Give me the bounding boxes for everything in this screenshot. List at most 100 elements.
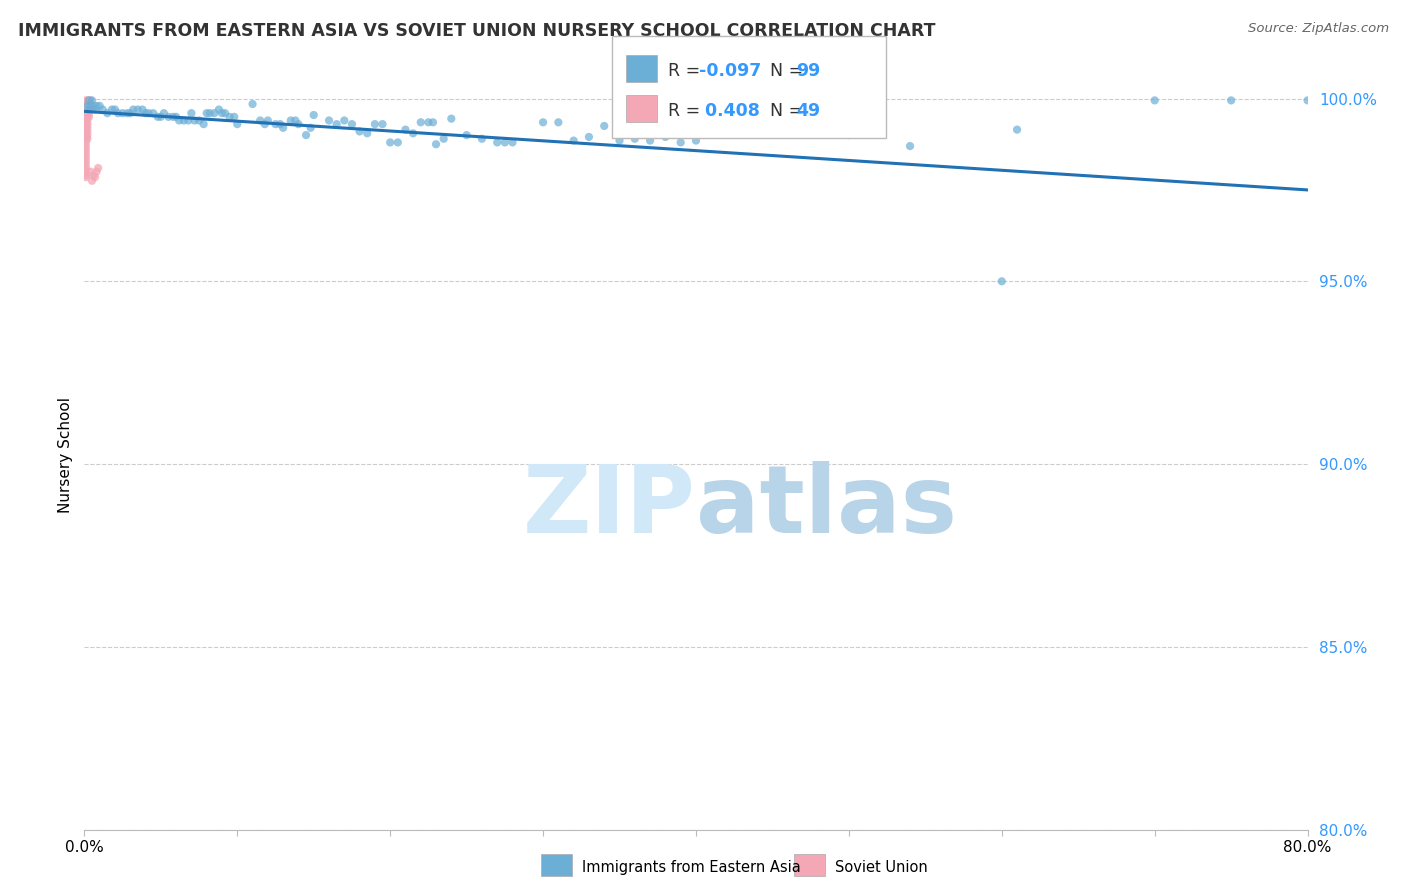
Point [609,134,631,148]
Point [84,103,107,117]
Point [104,103,127,117]
Point [333,113,356,128]
Point [75,124,97,138]
Point [96,106,118,120]
Point [86,164,108,178]
Point [79,94,101,108]
Point [76,117,98,131]
Point [75,120,97,135]
Point [1220,94,1243,108]
Point [349,124,371,138]
Point [75,106,97,120]
Point [249,113,271,128]
Point [364,117,387,131]
Point [75,103,97,117]
Point [287,117,309,131]
Point [440,112,463,126]
Point [122,103,145,117]
Text: ZIP: ZIP [523,461,696,553]
Point [165,110,187,124]
Point [422,115,444,129]
Point [75,139,97,153]
Point [111,106,134,120]
Point [1296,94,1319,108]
Point [120,106,142,120]
Point [685,134,707,148]
Point [75,150,97,164]
Point [75,97,97,112]
Point [371,117,394,131]
Point [76,113,98,128]
Point [211,106,233,120]
Point [486,136,509,150]
Point [83,169,105,183]
Point [226,117,249,131]
Point [242,97,264,112]
Point [80,103,103,117]
Point [776,115,799,129]
Point [76,95,98,110]
Point [494,136,516,150]
Point [79,99,101,113]
Point [547,115,569,129]
Point [76,99,98,113]
Point [433,132,456,146]
Point [76,94,98,108]
Point [75,136,97,150]
Point [264,117,287,131]
Text: 99: 99 [796,62,820,80]
Point [198,106,221,120]
Point [318,113,340,128]
Point [89,99,111,113]
Point [654,130,676,145]
Point [76,106,98,120]
Point [1005,122,1028,136]
Point [394,122,416,136]
Point [75,117,97,131]
Point [280,113,302,128]
Point [898,139,921,153]
Point [75,110,97,124]
Point [271,120,294,135]
Text: N =: N = [759,103,808,120]
Point [127,103,149,117]
Point [167,113,190,128]
Point [295,128,318,142]
Point [80,174,103,188]
Point [418,115,440,129]
Point [77,94,100,108]
Point [76,128,98,142]
Point [578,130,600,145]
Point [838,128,860,142]
Point [91,103,114,117]
Point [177,113,200,128]
Point [75,153,97,168]
Point [214,106,236,120]
Point [75,170,97,185]
Point [669,136,692,150]
Text: Immigrants from Eastern Asia: Immigrants from Eastern Asia [582,860,801,874]
Point [131,103,153,117]
Point [157,110,180,124]
Point [202,106,225,120]
Point [76,99,98,113]
Text: Soviet Union: Soviet Union [835,860,928,874]
Point [75,146,97,161]
Text: atlas: atlas [696,461,957,553]
Point [77,110,100,124]
Text: R =: R = [668,62,706,80]
Point [299,120,322,135]
Point [76,124,98,138]
Point [302,108,325,122]
Point [79,164,101,178]
Text: IMMIGRANTS FROM EASTERN ASIA VS SOVIET UNION NURSERY SCHOOL CORRELATION CHART: IMMIGRANTS FROM EASTERN ASIA VS SOVIET U… [18,22,936,40]
Point [138,106,160,120]
Point [425,137,447,152]
Point [387,136,409,150]
Point [135,106,157,120]
Point [380,136,402,150]
Point [76,110,98,124]
Point [195,106,218,120]
Point [456,128,478,142]
Point [76,120,98,135]
